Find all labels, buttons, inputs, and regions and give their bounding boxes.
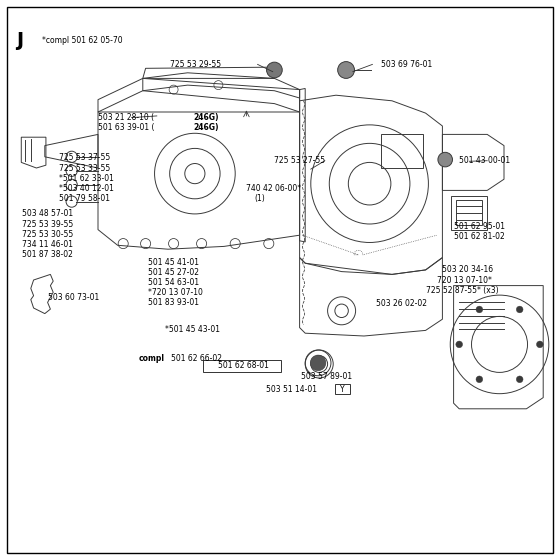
Text: 503 26 02-02: 503 26 02-02: [376, 299, 427, 308]
Text: *720 13 07-10: *720 13 07-10: [148, 288, 203, 297]
Circle shape: [310, 355, 326, 371]
Text: 725 53 33-55: 725 53 33-55: [59, 164, 110, 172]
Text: 734 11 46-01: 734 11 46-01: [22, 240, 73, 249]
Text: 501 62 81-02: 501 62 81-02: [454, 232, 505, 241]
FancyBboxPatch shape: [203, 360, 281, 372]
Text: 503 48 57-01: 503 48 57-01: [22, 209, 73, 218]
Text: 503 20 34-16: 503 20 34-16: [442, 265, 493, 274]
Circle shape: [476, 376, 483, 382]
Text: *501 45 43-01: *501 45 43-01: [165, 325, 220, 334]
Text: Y: Y: [340, 385, 345, 394]
Text: *503 40 12-01: *503 40 12-01: [59, 184, 114, 193]
Text: 725 53 29-55: 725 53 29-55: [170, 60, 221, 69]
Text: J: J: [16, 31, 23, 50]
Circle shape: [267, 62, 282, 78]
Text: 720 13 07-10*: 720 13 07-10*: [437, 276, 492, 284]
Circle shape: [456, 341, 463, 348]
Text: 501 43 00-01: 501 43 00-01: [459, 156, 510, 165]
Text: 501 45 27-02: 501 45 27-02: [148, 268, 199, 277]
Text: compl: compl: [139, 354, 165, 363]
Text: 725 52 87-55* (x3): 725 52 87-55* (x3): [426, 286, 498, 295]
Text: 503 51 14-01: 503 51 14-01: [266, 385, 317, 394]
Circle shape: [516, 306, 523, 313]
Text: 503 60 73-01: 503 60 73-01: [48, 293, 99, 302]
Circle shape: [438, 152, 452, 167]
Text: *compl 501 62 05-70: *compl 501 62 05-70: [42, 36, 123, 45]
Text: 501 83 93-01: 501 83 93-01: [148, 298, 199, 307]
Text: 725 53 27-55: 725 53 27-55: [274, 156, 325, 165]
Text: 725 53 37-55: 725 53 37-55: [59, 153, 110, 162]
Text: 740 42 06-00*: 740 42 06-00*: [246, 184, 301, 193]
Text: 501 79 58-01: 501 79 58-01: [59, 194, 110, 203]
Text: 503 21 28-10 (: 503 21 28-10 (: [98, 113, 154, 122]
Circle shape: [476, 306, 483, 313]
Text: 501 45 41-01: 501 45 41-01: [148, 258, 199, 267]
Text: 501 62 68-01: 501 62 68-01: [218, 361, 269, 370]
Text: (1): (1): [255, 194, 265, 203]
Text: 501 62 66-02: 501 62 66-02: [171, 354, 222, 363]
Circle shape: [536, 341, 543, 348]
Text: 501 87 38-02: 501 87 38-02: [22, 250, 73, 259]
Text: 246G): 246G): [193, 113, 219, 122]
Text: 246G): 246G): [193, 123, 219, 132]
Text: 725 53 30-55: 725 53 30-55: [22, 230, 74, 239]
Text: 501 62 95-01: 501 62 95-01: [454, 222, 505, 231]
Circle shape: [516, 376, 523, 382]
Text: 501 54 63-01: 501 54 63-01: [148, 278, 199, 287]
Text: 501 63 39-01 (: 501 63 39-01 (: [98, 123, 155, 132]
Circle shape: [338, 62, 354, 78]
Text: 503 69 76-01: 503 69 76-01: [381, 60, 432, 69]
Text: *501 62 33-01: *501 62 33-01: [59, 174, 114, 183]
Text: 725 53 39-55: 725 53 39-55: [22, 220, 74, 228]
FancyBboxPatch shape: [335, 384, 350, 394]
Text: 503 57 89-01: 503 57 89-01: [301, 372, 352, 381]
